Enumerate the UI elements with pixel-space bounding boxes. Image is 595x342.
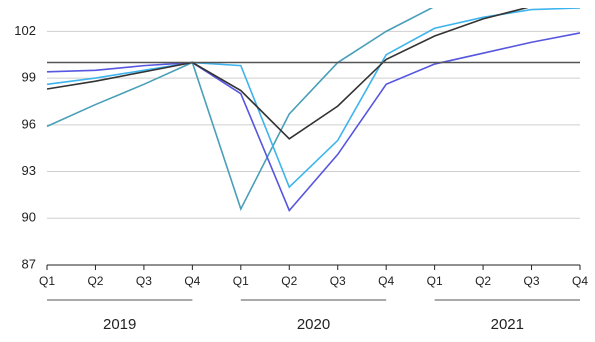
x-tick-label: Q1 <box>427 274 443 288</box>
x-tick-label: Q3 <box>524 274 540 288</box>
group-label: 2020 <box>297 316 330 333</box>
x-tick-label: Q4 <box>378 274 394 288</box>
y-tick-label: 96 <box>22 116 36 131</box>
x-tick-label: Q1 <box>233 274 249 288</box>
x-tick-label: Q4 <box>184 274 200 288</box>
x-tick-label: Q1 <box>39 274 55 288</box>
y-tick-label: 102 <box>14 23 36 38</box>
x-tick-label: Q2 <box>475 274 491 288</box>
series-line <box>46 8 434 211</box>
y-tick-label: 99 <box>22 70 36 85</box>
group-label: 2021 <box>491 316 524 333</box>
y-tick-label: 90 <box>22 210 36 225</box>
y-tick-label: 93 <box>22 163 36 178</box>
x-tick-label: Q4 <box>572 274 588 288</box>
plot-area <box>46 8 581 212</box>
series-line <box>46 32 581 212</box>
group-label: 2019 <box>103 316 136 333</box>
series-line <box>46 8 529 140</box>
grid <box>47 30 580 219</box>
x-tick-label: Q3 <box>136 274 152 288</box>
x-tick-label: Q3 <box>330 274 346 288</box>
x-tick-label: Q2 <box>87 274 103 288</box>
series-line <box>46 8 581 189</box>
axes: 87 90 93 96 99 102 Q1 Q2 Q3 Q4 Q1 Q2 Q3 Q4 Q1 Q2 Q3 Q4 201… <box>14 23 588 333</box>
x-tick-label: Q2 <box>281 274 297 288</box>
y-tick-label: 87 <box>22 256 36 271</box>
